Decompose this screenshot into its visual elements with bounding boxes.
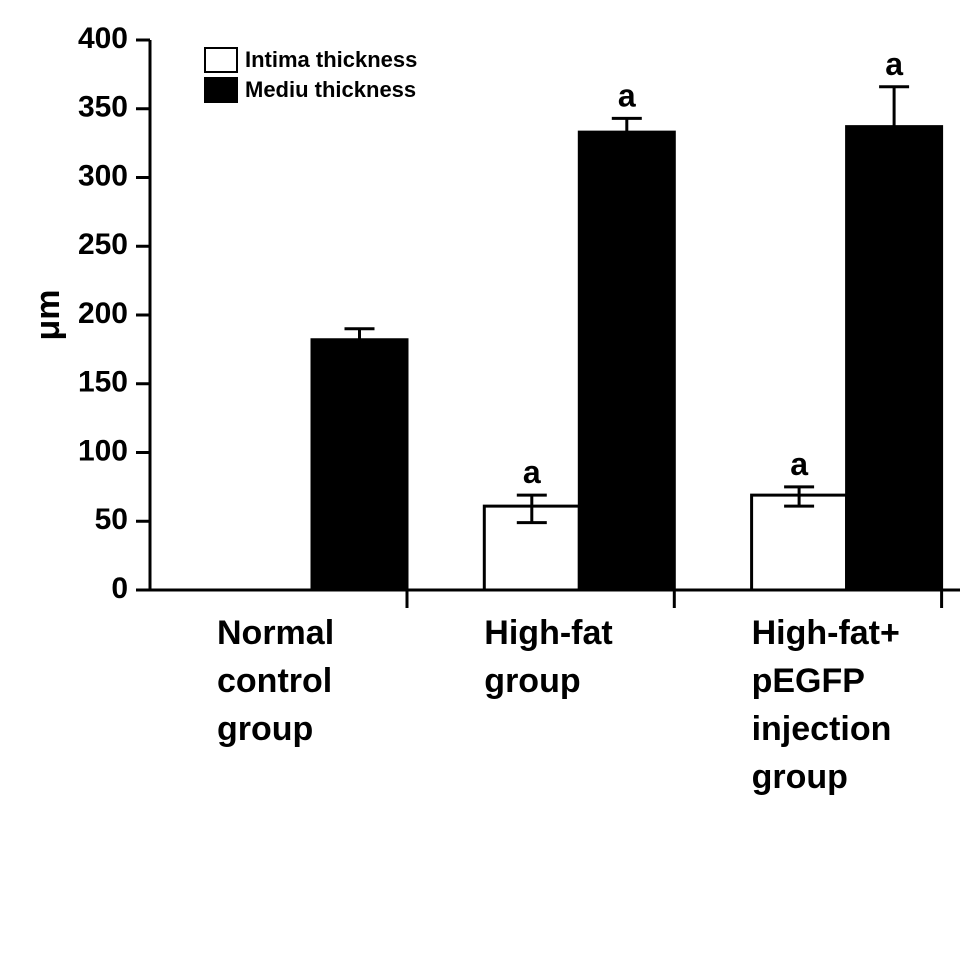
category-label: pEGFP [752, 662, 865, 700]
y-axis-title: μm [29, 289, 67, 340]
legend-label: Intima thickness [245, 47, 417, 72]
category-label: group [752, 758, 848, 796]
bar-intima [752, 495, 847, 590]
legend-label: Mediu thickness [245, 77, 416, 102]
category-label: High-fat [484, 614, 612, 652]
category-label: injection [752, 710, 892, 748]
y-tick-label: 350 [78, 91, 128, 124]
bar-mediu [579, 132, 674, 590]
y-tick-label: 300 [78, 159, 128, 192]
legend-swatch [205, 78, 237, 102]
y-tick-label: 50 [95, 503, 128, 536]
legend-swatch [205, 48, 237, 72]
y-tick-label: 0 [111, 572, 128, 605]
category-label: group [217, 710, 313, 748]
y-tick-label: 400 [78, 22, 128, 55]
category-label: High-fat+ [752, 614, 900, 652]
category-label: control [217, 662, 332, 700]
category-label: group [484, 662, 580, 700]
significance-label: a [618, 77, 636, 113]
y-tick-label: 200 [78, 297, 128, 330]
bar-mediu [847, 127, 942, 590]
y-tick-label: 250 [78, 228, 128, 261]
y-tick-label: 150 [78, 366, 128, 399]
y-tick-label: 100 [78, 434, 128, 467]
thickness-bar-chart: 0 50 100 150 200 250 300 350 400 μm Normal control g… [20, 20, 951, 937]
significance-label: a [523, 454, 541, 490]
significance-label: a [790, 446, 808, 482]
category-label: Normal [217, 614, 334, 652]
significance-label: a [885, 46, 903, 82]
bar-mediu [312, 340, 407, 590]
